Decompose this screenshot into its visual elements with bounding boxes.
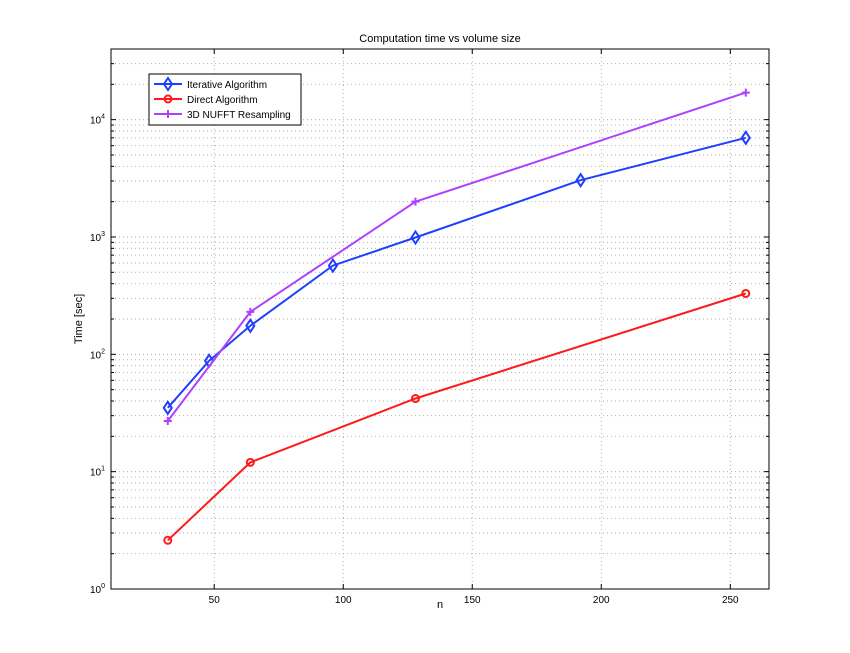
data-point-circle (741, 288, 751, 298)
x-tick-label: 200 (593, 595, 610, 606)
data-point-circle (163, 94, 173, 104)
data-point-plus (741, 88, 750, 97)
x-tick-label: 50 (209, 595, 221, 606)
y-tick-label: 100 (90, 583, 105, 596)
data-point-circle (245, 457, 255, 467)
y-tick-label: 102 (90, 348, 105, 361)
x-tick-label: 250 (722, 595, 739, 606)
legend-item: Iterative Algorithm (154, 76, 267, 92)
series-layer (162, 88, 751, 545)
y-tick-label: 104 (90, 114, 105, 127)
x-tick-label: 100 (335, 595, 352, 606)
y-axis-label: Time [sec] (73, 294, 85, 344)
data-point-circle (410, 394, 420, 404)
legend: Iterative Algorithm Direct Algorithm 3D NU… (148, 73, 302, 126)
data-point-plus (164, 110, 172, 118)
y-tick-label: 101 (90, 466, 105, 479)
series-iterative-algorithm (162, 130, 751, 416)
legend-label: Direct Algorithm (187, 95, 258, 106)
data-point-diamond (410, 229, 421, 246)
data-point-diamond (740, 130, 751, 146)
series-line (167, 91, 747, 422)
series-direct-algorithm (163, 288, 751, 545)
legend-label: Iterative Algorithm (187, 80, 267, 91)
data-point-diamond (245, 318, 256, 334)
data-point-plus (411, 197, 420, 206)
chart-title: Computation time vs volume size (359, 33, 520, 45)
x-axis-label: n (437, 599, 443, 611)
grid (111, 48, 769, 590)
y-tick-label: 103 (90, 231, 105, 244)
legend-item: 3D NUFFT Resampling (154, 110, 291, 121)
data-point-plus (163, 417, 172, 426)
legend-item: Direct Algorithm (154, 94, 258, 106)
series-line (167, 136, 747, 409)
data-point-diamond (162, 400, 173, 416)
legend-label: 3D NUFFT Resampling (187, 110, 291, 121)
data-point-circle (163, 535, 173, 545)
data-point-diamond (162, 76, 174, 92)
series-line (167, 292, 747, 542)
series-3d-nufft-resampling (163, 88, 750, 426)
data-point-plus (246, 307, 255, 316)
x-tick-label: 150 (464, 595, 481, 606)
ticks: 50 100 150 200 250 100 101 102 103 104 (90, 48, 769, 606)
data-point-diamond (327, 257, 339, 274)
data-point-diamond (575, 172, 586, 188)
